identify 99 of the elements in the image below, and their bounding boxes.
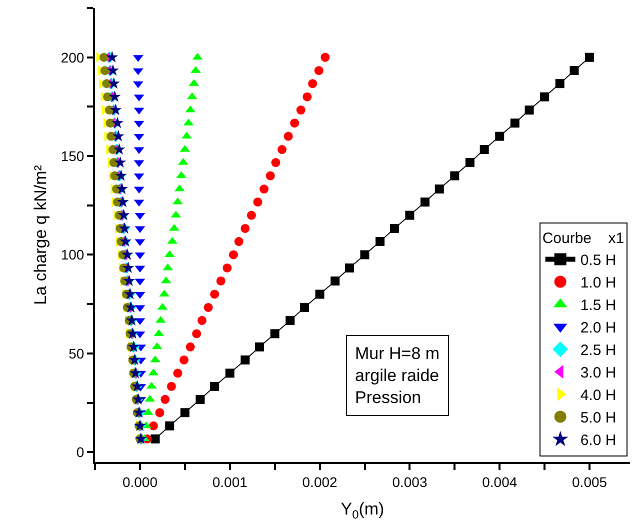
legend-label: 3.0 H	[580, 364, 616, 382]
point	[106, 51, 118, 62]
point	[106, 118, 115, 128]
point	[100, 66, 110, 76]
point	[405, 210, 414, 220]
point	[302, 92, 312, 102]
legend-label: 5.0 H	[580, 410, 616, 427]
point	[315, 290, 324, 299]
point	[260, 184, 269, 194]
point	[113, 143, 126, 155]
point	[234, 237, 244, 246]
point	[182, 132, 192, 139]
point	[390, 224, 399, 233]
point	[180, 355, 189, 364]
point	[180, 408, 190, 418]
point	[524, 106, 534, 115]
point	[284, 132, 293, 141]
point	[540, 92, 550, 102]
point	[204, 302, 213, 312]
y-tick-label: 100	[60, 246, 84, 263]
y-axis-title: La charge q kN/m²	[30, 164, 50, 305]
point	[450, 171, 460, 180]
legend-label: 0.5 H	[580, 252, 616, 270]
point	[198, 316, 206, 325]
point	[585, 52, 594, 62]
point	[240, 224, 250, 233]
point	[465, 158, 474, 168]
x-tick-label: 0.001	[212, 474, 248, 490]
point	[296, 106, 306, 115]
legend-label: 1.5 H	[580, 297, 616, 314]
point	[155, 408, 164, 418]
legend-label: 4.0 H	[580, 387, 616, 404]
point	[228, 250, 238, 260]
point	[210, 290, 220, 299]
point	[106, 64, 119, 76]
point	[270, 329, 280, 338]
point	[271, 158, 280, 168]
point	[330, 276, 340, 286]
point	[320, 52, 330, 62]
point	[300, 302, 309, 312]
point	[555, 79, 564, 88]
point	[192, 329, 202, 338]
point	[114, 156, 126, 168]
point	[253, 198, 262, 207]
point	[111, 116, 124, 128]
point	[420, 198, 430, 207]
point	[360, 250, 370, 260]
legend-label: 1.0 H	[580, 274, 616, 292]
legend-label: 2.0 H	[580, 320, 616, 337]
point	[160, 394, 170, 404]
y-tick-label: 50	[68, 345, 84, 362]
point	[216, 276, 226, 286]
point	[196, 394, 205, 404]
point	[255, 342, 264, 352]
point	[150, 434, 160, 444]
legend-label: 6.0 H	[580, 432, 616, 450]
x-tick-label: 0.002	[302, 474, 338, 490]
point	[150, 355, 160, 362]
point	[222, 263, 232, 272]
point	[266, 171, 275, 180]
y-tick-label: 0	[76, 444, 84, 460]
point	[99, 52, 108, 62]
point	[106, 132, 116, 141]
legend-label: 2.5 H	[580, 342, 616, 360]
point	[102, 79, 112, 88]
point	[210, 382, 220, 391]
y-tick-label: 200	[60, 49, 84, 66]
point	[495, 132, 504, 141]
point	[103, 92, 112, 102]
point	[108, 77, 120, 89]
point	[165, 421, 174, 430]
point	[314, 66, 324, 76]
point	[570, 66, 579, 76]
x-axis-title: Y$_{0}$(m)	[340, 500, 384, 522]
point	[186, 342, 195, 352]
point	[278, 145, 287, 154]
annotation: Mur H=8 m argile raide Pression	[355, 344, 440, 408]
point	[434, 184, 444, 194]
point	[308, 79, 318, 88]
point	[344, 263, 354, 272]
point	[173, 368, 182, 378]
x-tick-label: 0.003	[392, 474, 428, 490]
point	[510, 118, 520, 128]
x-tick-label: 0.005	[572, 474, 608, 490]
x-tick-label: 0.004	[482, 474, 518, 490]
point	[286, 316, 295, 325]
point	[290, 118, 300, 128]
point	[225, 368, 234, 378]
x-tick-label: 0.000	[122, 474, 158, 490]
legend-title: Courbe x1	[542, 230, 624, 248]
point	[240, 355, 250, 364]
point	[108, 90, 121, 102]
point	[148, 421, 158, 430]
point	[376, 237, 385, 246]
point	[112, 130, 124, 142]
point	[246, 210, 256, 220]
point	[166, 382, 176, 391]
y-tick-label: 150	[60, 148, 84, 164]
point	[480, 145, 489, 154]
